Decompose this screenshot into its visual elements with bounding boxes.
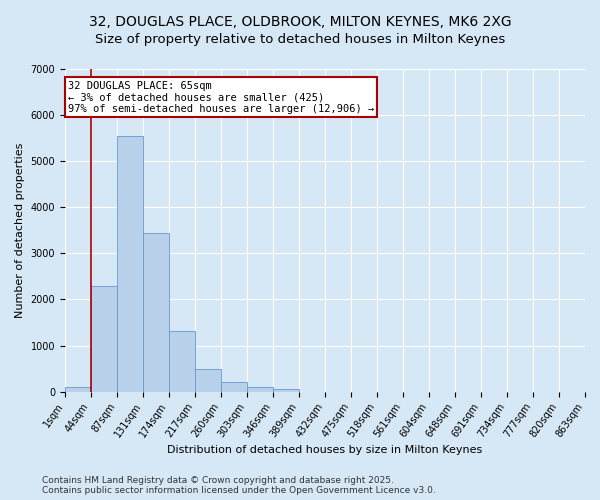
Y-axis label: Number of detached properties: Number of detached properties — [15, 142, 25, 318]
Bar — [221, 382, 247, 392]
Bar — [143, 232, 169, 392]
Bar — [247, 386, 273, 392]
Text: 32 DOUGLAS PLACE: 65sqm
← 3% of detached houses are smaller (425)
97% of semi-de: 32 DOUGLAS PLACE: 65sqm ← 3% of detached… — [68, 80, 374, 114]
Bar — [195, 368, 221, 392]
X-axis label: Distribution of detached houses by size in Milton Keynes: Distribution of detached houses by size … — [167, 445, 482, 455]
Bar — [65, 388, 91, 392]
Text: 32, DOUGLAS PLACE, OLDBROOK, MILTON KEYNES, MK6 2XG: 32, DOUGLAS PLACE, OLDBROOK, MILTON KEYN… — [89, 15, 511, 29]
Bar — [169, 332, 195, 392]
Bar — [117, 136, 143, 392]
Text: Contains HM Land Registry data © Crown copyright and database right 2025.
Contai: Contains HM Land Registry data © Crown c… — [42, 476, 436, 495]
Text: Size of property relative to detached houses in Milton Keynes: Size of property relative to detached ho… — [95, 32, 505, 46]
Bar — [273, 389, 299, 392]
Bar — [91, 286, 117, 392]
